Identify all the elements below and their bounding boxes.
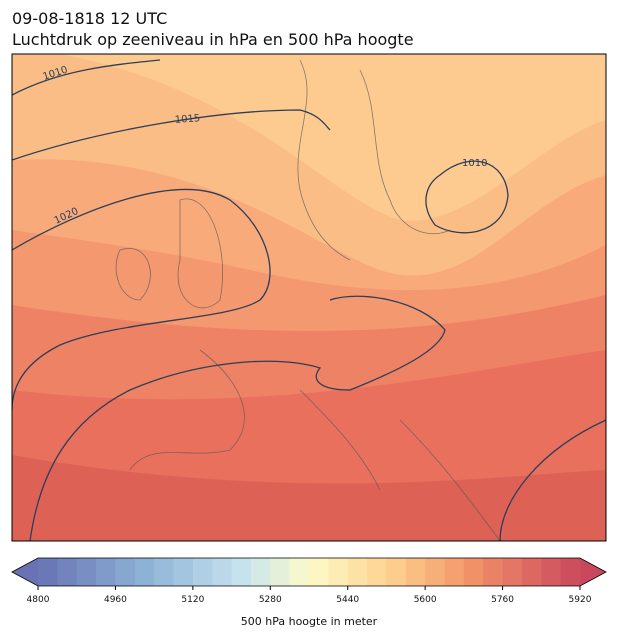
colorbar-tick-label: 5280	[259, 595, 282, 605]
colorbar-box	[38, 558, 58, 586]
colorbar-box	[405, 558, 426, 586]
colorbar-extend-low	[12, 558, 38, 586]
colorbar-tick-label: 4800	[27, 595, 50, 605]
colorbar-box	[560, 558, 581, 586]
colorbar-box	[250, 558, 271, 586]
colorbar-box	[270, 558, 291, 586]
colorbar-box	[463, 558, 484, 586]
colorbar-box	[541, 558, 562, 586]
colorbar-box	[134, 558, 155, 586]
colorbar-box	[347, 558, 368, 586]
colorbar-box	[328, 558, 349, 586]
colorbar-tick-label: 5440	[336, 595, 359, 605]
colorbar-box	[386, 558, 407, 586]
colorbar-box	[173, 558, 194, 586]
colorbar-box	[57, 558, 78, 586]
colorbar-tick-label: 5760	[491, 595, 514, 605]
colorbar-label: 500 hPa hoogte in meter	[241, 615, 378, 628]
title-line1: 09-08-1818 12 UTC	[12, 9, 167, 28]
title-line2: Luchtdruk op zeeniveau in hPa en 500 hPa…	[12, 30, 414, 49]
colorbar-tick-label: 5920	[569, 595, 592, 605]
colorbar-box	[425, 558, 445, 586]
colorbar-box	[96, 558, 116, 586]
colorbar-extend-high	[580, 558, 606, 586]
colorbar-box	[231, 558, 252, 586]
colorbar-box	[367, 558, 387, 586]
colorbar-tick-label: 5120	[181, 595, 204, 605]
colorbar-tick-label: 4960	[104, 595, 127, 605]
colorbar-box	[502, 558, 523, 586]
colorbar-box	[154, 558, 174, 586]
contour-label: 1015	[174, 113, 200, 126]
colorbar-box	[212, 558, 233, 586]
colorbar: 4800 4960 5120 5280 5440 5600 5760 5920	[11, 557, 607, 605]
colorbar-box	[309, 558, 329, 586]
colorbar-box	[76, 558, 97, 586]
map-frame	[11, 53, 607, 542]
colorbar-box	[444, 558, 465, 586]
contour-label: 1010	[462, 158, 487, 169]
colorbar-box	[115, 558, 136, 586]
colorbar-box	[521, 558, 542, 586]
colorbar-tick-label: 5600	[414, 595, 437, 605]
colorbar-box	[289, 558, 310, 586]
map: 1010 1015 1020 1010	[12, 54, 606, 541]
colorbar-box	[483, 558, 504, 586]
colorbar-box	[192, 558, 213, 586]
